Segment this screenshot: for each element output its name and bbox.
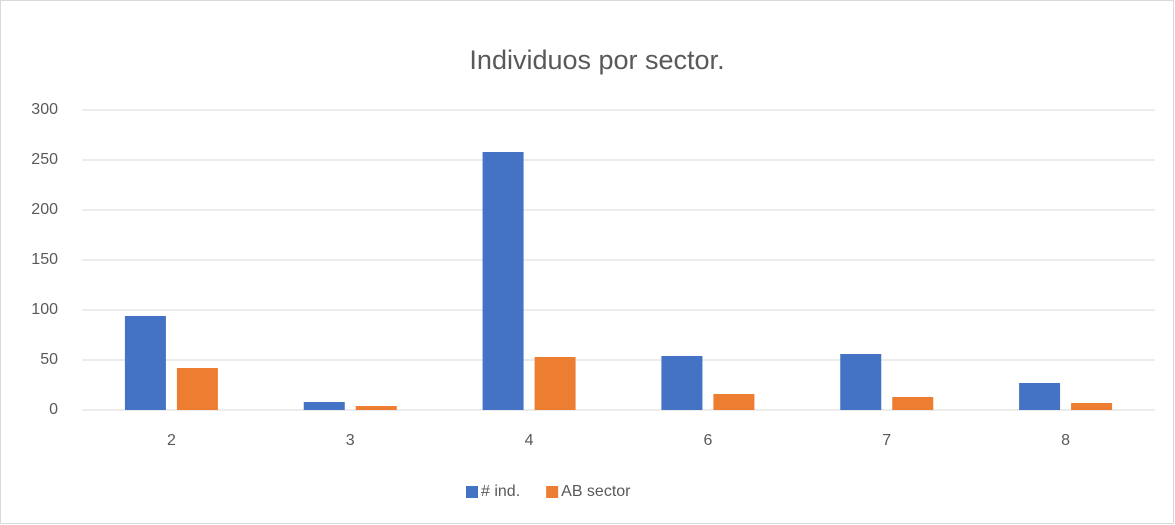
- y-tick-label: 150: [31, 251, 58, 268]
- x-tick-label: 8: [1061, 432, 1070, 449]
- bar: [1019, 383, 1061, 410]
- y-tick-label: 200: [31, 201, 58, 218]
- bar: [661, 356, 703, 410]
- legend-label: AB sector: [561, 483, 631, 500]
- bar: [1071, 403, 1113, 410]
- bar: [840, 354, 882, 410]
- x-tick-label: 6: [703, 432, 712, 449]
- y-tick-label: 50: [40, 351, 58, 368]
- bar: [124, 316, 166, 410]
- bar: [176, 368, 218, 410]
- x-tick-label: 3: [346, 432, 355, 449]
- x-tick-label: 2: [167, 432, 176, 449]
- bar: [355, 406, 397, 410]
- legend-swatch: [466, 486, 478, 498]
- y-tick-label: 0: [49, 401, 58, 418]
- y-tick-label: 250: [31, 151, 58, 168]
- bar: [303, 402, 345, 410]
- x-tick-label: 4: [525, 432, 534, 449]
- y-tick-label: 300: [31, 101, 58, 118]
- legend-swatch: [546, 486, 559, 498]
- bar: [534, 357, 576, 410]
- y-tick-label: 100: [31, 301, 58, 318]
- chart-title: Individuos por sector.: [469, 45, 724, 75]
- x-tick-label: 7: [882, 432, 891, 449]
- bar: [713, 394, 755, 410]
- legend-label: # ind.: [481, 483, 520, 500]
- bar: [892, 397, 934, 410]
- bar: [482, 152, 524, 410]
